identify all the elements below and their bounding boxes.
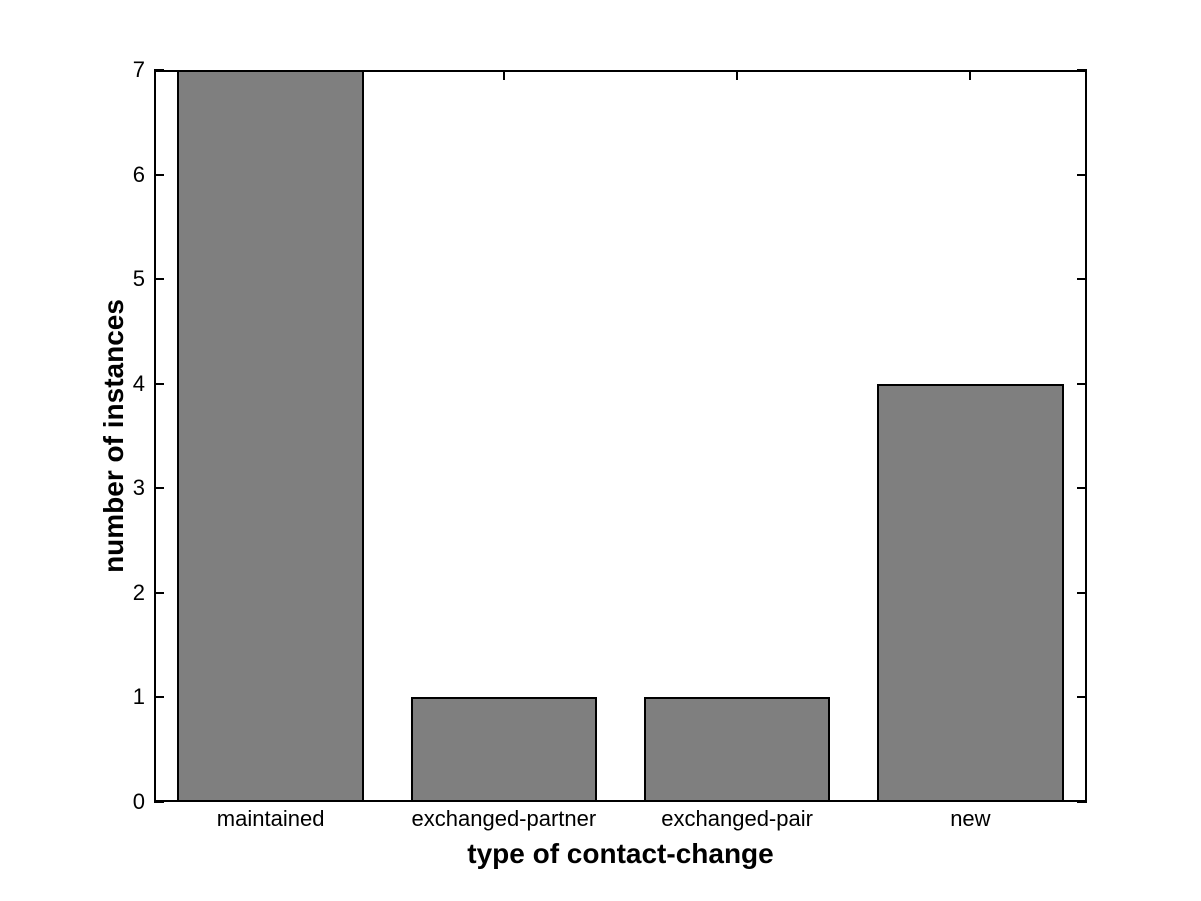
y-axis-label: number of instances [98,299,129,573]
y-tick-label: 6 [132,161,145,187]
y-tick-left [154,382,164,385]
x-tick-label: exchanged-partner [411,806,597,831]
y-tick-left [154,591,164,594]
y-tick-label: 4 [132,370,145,396]
y-tick-right [1077,487,1087,490]
x-tick-label: exchanged-pair [661,806,813,831]
y-tick-label: 2 [132,579,145,605]
bar-new [877,383,1064,802]
y-tick-right [1077,801,1087,803]
axis-bottom-spine [154,800,1087,802]
plot-area [154,69,1087,803]
y-tick-left [154,173,164,176]
y-tick-right [1077,382,1087,385]
x-axis-label: type of contact-change [467,838,774,869]
y-tick-right [1077,591,1087,594]
y-tick-left [154,487,164,490]
x-tick-top [969,70,972,80]
y-tick-right [1077,173,1087,176]
y-tick-right [1077,696,1087,699]
y-tick-left [154,801,164,803]
x-tick-label: maintained [216,806,325,831]
axis-right-spine [1085,70,1087,802]
axis-top-spine [154,70,1087,72]
x-tick-top [736,70,739,80]
y-tick-label: 0 [132,789,145,814]
y-tick-right [1077,278,1087,281]
y-tick-label: 5 [132,266,145,292]
x-tick-top [502,70,505,80]
bar-maintained [177,70,364,802]
y-tick-left [154,278,164,281]
bar-exchanged-pair [643,697,831,802]
y-tick-right [1077,69,1087,71]
y-tick-label: 7 [132,57,145,82]
bar-exchanged-partner [410,697,598,802]
axis-left-spine [154,70,156,802]
y-tick-left [154,696,164,699]
x-tick-label: new [950,806,991,831]
y-tick-left [154,69,164,71]
y-tick-label: 1 [132,684,145,710]
y-tick-label: 3 [132,475,145,501]
